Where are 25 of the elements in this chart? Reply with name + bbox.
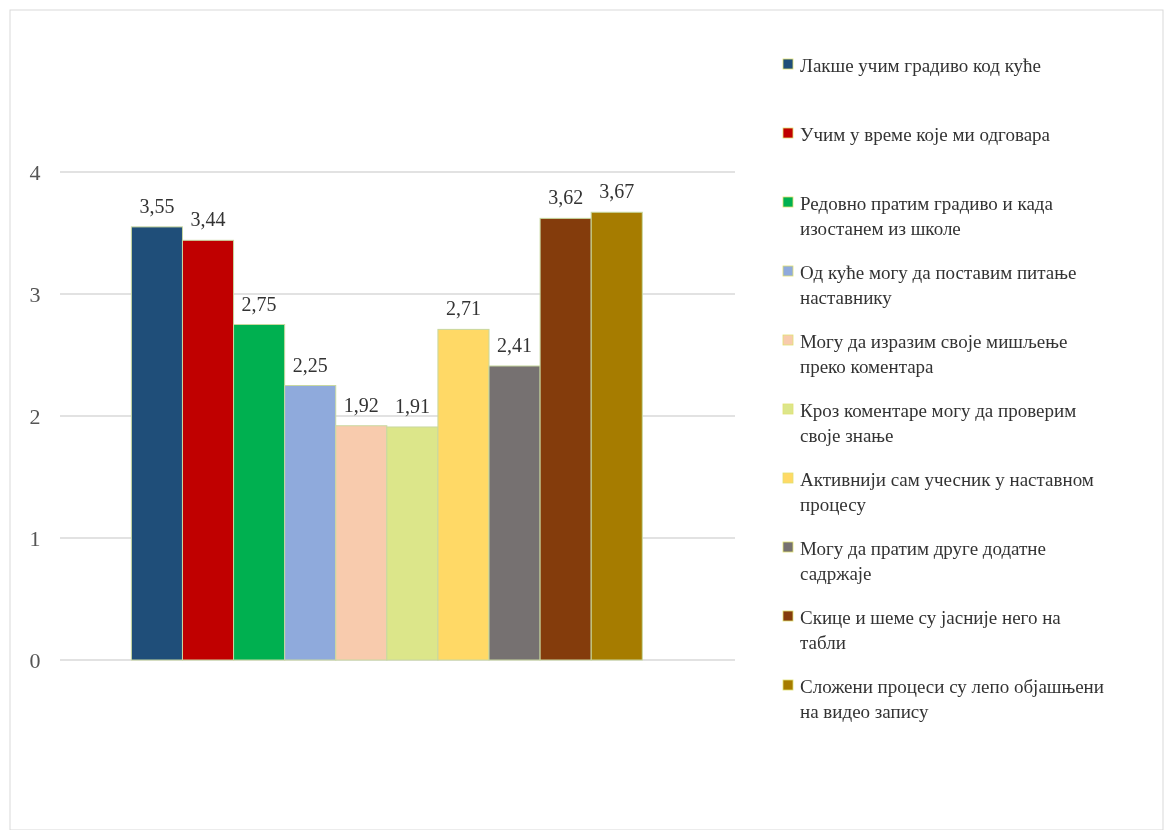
legend-label: Учим у време које ми одговара [800,123,1051,145]
legend-label: Редовно пратим градиво и када изостанем из школе [800,192,1054,240]
legend-label: Од куће могу да поставим питање наставнику [800,261,1077,309]
legend-label: Кроз коментаре могу да проверим своје знање [800,399,1077,447]
legend-label: Могу да изразим своје мишљење преко коментара [800,330,1068,378]
y-tick-label: 0 [29,647,41,673]
y-tick-label: 3 [29,281,41,307]
data-label: 2,71 [445,297,481,320]
data-label: 2,25 [292,353,328,376]
legend-label: Сложени процеси су лепо објашњени на видео запису [800,675,1104,723]
y-tick-label: 1 [29,525,41,551]
y-tick-label: 4 [29,159,41,185]
legend-label: Скице и шеме су јасније него на табли [800,606,1062,654]
data-label: 1,91 [394,394,430,417]
legend-label: Могу да пратим друге додатне садржаје [800,537,1046,585]
data-label: 3,44 [190,208,226,231]
data-label: 3,62 [548,186,584,209]
data-label: 2,75 [241,292,277,315]
data-label: 3,55 [139,194,175,217]
legend-label: Активнији сам учесник у наставном процесу [800,468,1094,516]
data-label: 2,41 [497,333,533,356]
data-label: 1,92 [343,393,379,416]
y-tick-label: 2 [29,403,41,429]
legend-label: Лакше учим градиво код куће [800,54,1042,76]
data-label: 3,67 [599,180,635,203]
